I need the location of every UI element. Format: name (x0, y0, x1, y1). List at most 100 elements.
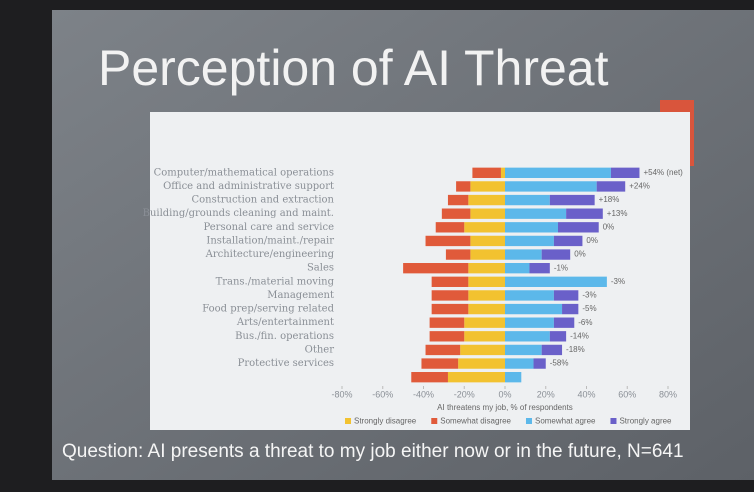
x-axis-label: AI threatens my job, % of respondents (437, 403, 573, 412)
category-label: Sales (307, 263, 334, 274)
bar-segment (554, 290, 578, 300)
net-label: 0% (603, 222, 615, 231)
bar-segment (430, 331, 465, 341)
bar-segment (426, 236, 471, 246)
category-label: Architecture/engineering (205, 249, 335, 260)
bar-segment (505, 209, 566, 219)
bar-segment (505, 331, 550, 341)
page: {"chart_data": {"type": "diverging-bar",… (0, 0, 754, 492)
net-label: 0% (574, 250, 586, 259)
bar-segment (432, 304, 469, 314)
net-label: 0% (586, 236, 598, 245)
bar-segment (558, 222, 599, 232)
bar-segment (505, 345, 542, 355)
bar-segment (566, 209, 603, 219)
bar-segment (403, 263, 468, 273)
bar-segment (468, 304, 505, 314)
bar-segment (448, 372, 505, 382)
legend-swatch (431, 418, 437, 424)
net-label: +18% (599, 195, 620, 204)
bar-segment (464, 318, 505, 328)
bar-segment (468, 195, 505, 205)
legend-swatch (345, 418, 351, 424)
bar-segment (534, 358, 546, 368)
bar-segment (468, 290, 505, 300)
x-tick-label: 0% (498, 389, 511, 399)
legend-swatch (526, 418, 532, 424)
net-label: -3% (582, 291, 596, 300)
net-label: -6% (578, 318, 592, 327)
bar-segment (436, 222, 465, 232)
bar-segment (458, 358, 505, 368)
bar-segment (468, 263, 505, 273)
bar-segment (505, 195, 550, 205)
bar-segment (550, 195, 595, 205)
legend-swatch (610, 418, 616, 424)
net-label: -18% (566, 345, 585, 354)
bar-segment (446, 249, 470, 259)
bar-segment (470, 249, 505, 259)
legend-label: Strongly disagree (354, 417, 417, 426)
category-label: Construction and extraction (191, 195, 334, 206)
category-label: Computer/mathematical operations (154, 167, 334, 178)
net-label: -3% (611, 277, 625, 286)
x-tick-label: 80% (659, 389, 677, 399)
net-label: -1% (554, 263, 568, 272)
category-label: Building/grounds cleaning and maint. (143, 208, 334, 219)
x-tick-label: -20% (454, 389, 475, 399)
x-tick-label: 60% (618, 389, 636, 399)
bar-segment (442, 209, 471, 219)
bar-segment (421, 358, 458, 368)
bar-segment (505, 263, 529, 273)
bar-segment (554, 318, 574, 328)
bar-segment (562, 304, 578, 314)
bar-segment (456, 181, 470, 191)
bar-segment (505, 277, 607, 287)
net-label: +13% (607, 209, 628, 218)
bar-segment (505, 290, 554, 300)
bar-segment (464, 222, 505, 232)
net-label: -14% (570, 331, 589, 340)
title: Perception of AI Threat (98, 40, 609, 96)
bar-segment (472, 168, 501, 178)
bar-segment (432, 277, 469, 287)
x-tick-label: 40% (577, 389, 595, 399)
bar-segment (611, 168, 640, 178)
bar-segment (505, 222, 558, 232)
caption: Question: AI presents a threat to my job… (62, 441, 684, 462)
bar-segment (464, 331, 505, 341)
category-label: Installation/maint./repair (206, 235, 334, 246)
net-label: +24% (629, 182, 650, 191)
bar-segment (529, 263, 549, 273)
bar-segment (505, 304, 562, 314)
bar-segment (468, 277, 505, 287)
bar-segment (505, 249, 542, 259)
bar-segment (426, 345, 461, 355)
bar-segment (505, 358, 534, 368)
category-label: Personal care and service (203, 222, 334, 233)
bar-segment (554, 236, 583, 246)
legend-label: Somewhat agree (535, 417, 596, 426)
net-label: -5% (582, 304, 596, 313)
bar-segment (470, 236, 505, 246)
bar-segment (470, 209, 505, 219)
bar-segment (501, 168, 505, 178)
category-label: Other (305, 344, 335, 355)
bar-segment (505, 318, 554, 328)
category-label: Management (267, 290, 334, 301)
x-tick-label: 20% (537, 389, 555, 399)
category-label: Trans./material moving (216, 276, 335, 287)
bar-segment (542, 249, 571, 259)
bar-segment (430, 318, 465, 328)
category-label: Bus./fin. operations (235, 331, 334, 342)
bar-segment (542, 345, 562, 355)
bar-segment (505, 372, 521, 382)
bar-segment (448, 195, 468, 205)
slide-photo: Perception of AI Threat Question: AI pre… (0, 0, 754, 492)
category-label: Office and administrative support (163, 181, 334, 192)
legend-label: Somewhat disagree (440, 417, 511, 426)
bar-segment (432, 290, 469, 300)
bar-segment (597, 181, 626, 191)
net-label: -58% (550, 359, 569, 368)
x-tick-label: -80% (331, 389, 352, 399)
